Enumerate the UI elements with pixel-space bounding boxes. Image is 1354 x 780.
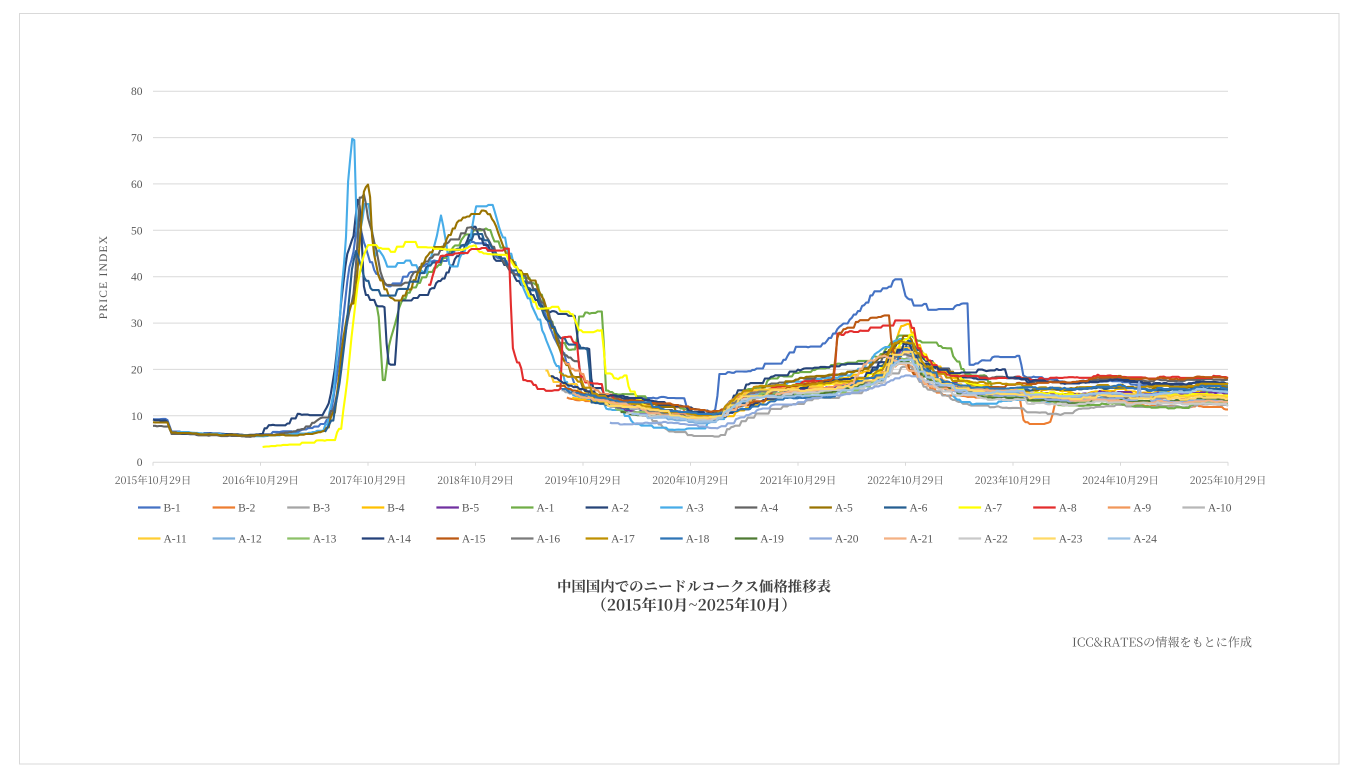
- svg-text:A-18: A-18: [686, 534, 710, 546]
- svg-text:A-6: A-6: [910, 503, 928, 515]
- svg-text:A-13: A-13: [313, 534, 337, 546]
- svg-text:A-4: A-4: [760, 503, 778, 515]
- svg-text:A-20: A-20: [835, 534, 859, 546]
- svg-text:B-1: B-1: [164, 503, 182, 515]
- svg-text:A-7: A-7: [984, 503, 1002, 515]
- svg-text:A-12: A-12: [238, 534, 262, 546]
- svg-text:B-4: B-4: [387, 503, 405, 515]
- svg-text:A-9: A-9: [1133, 503, 1151, 515]
- svg-text:A-8: A-8: [1059, 503, 1077, 515]
- svg-text:A-2: A-2: [611, 503, 629, 515]
- svg-text:A-1: A-1: [537, 503, 555, 515]
- svg-text:A-5: A-5: [835, 503, 853, 515]
- svg-text:A-21: A-21: [910, 534, 934, 546]
- svg-text:A-19: A-19: [760, 534, 784, 546]
- svg-text:B-2: B-2: [238, 503, 256, 515]
- svg-text:60: 60: [131, 179, 143, 191]
- svg-text:10: 10: [131, 411, 143, 423]
- svg-text:A-24: A-24: [1133, 534, 1157, 546]
- svg-text:A-23: A-23: [1059, 534, 1083, 546]
- svg-text:A-10: A-10: [1208, 503, 1232, 515]
- svg-text:B-3: B-3: [313, 503, 331, 515]
- svg-text:A-11: A-11: [164, 534, 187, 546]
- svg-text:A-15: A-15: [462, 534, 486, 546]
- svg-text:A-14: A-14: [387, 534, 411, 546]
- svg-text:A-16: A-16: [537, 534, 561, 546]
- svg-text:A-3: A-3: [686, 503, 704, 515]
- svg-text:70: 70: [131, 133, 143, 145]
- svg-text:A-22: A-22: [984, 534, 1008, 546]
- svg-text:PRICE INDEX: PRICE INDEX: [98, 235, 110, 319]
- svg-text:80: 80: [131, 86, 143, 98]
- svg-text:20: 20: [131, 364, 143, 376]
- svg-text:0: 0: [137, 457, 143, 469]
- svg-text:50: 50: [131, 225, 143, 237]
- svg-text:B-5: B-5: [462, 503, 480, 515]
- svg-text:40: 40: [131, 272, 143, 284]
- svg-text:A-17: A-17: [611, 534, 635, 546]
- svg-text:30: 30: [131, 318, 143, 330]
